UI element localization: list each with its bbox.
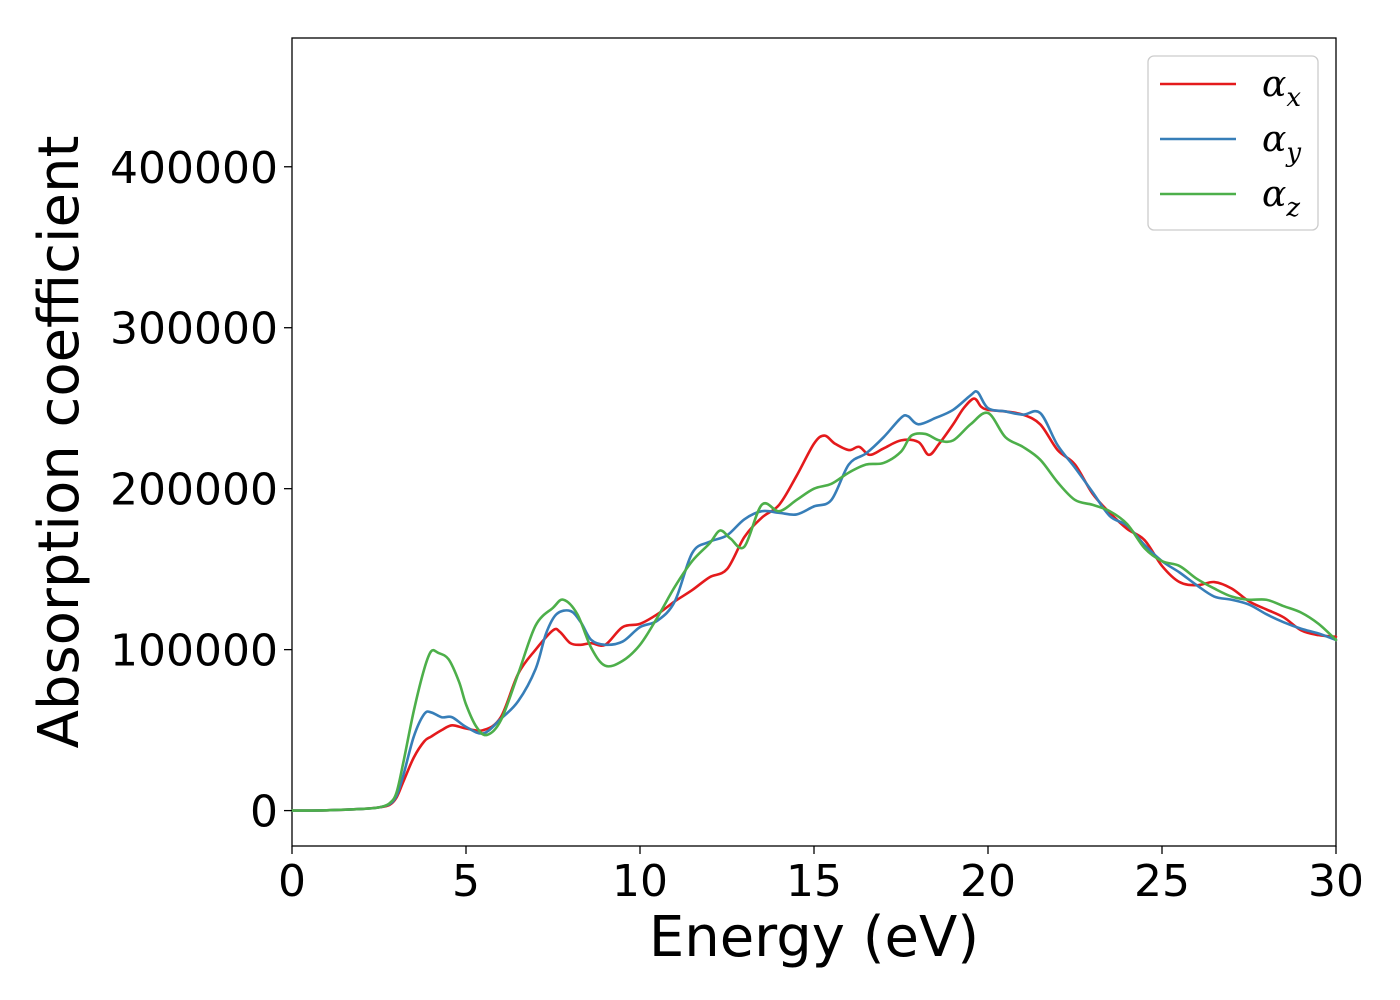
series-line-x — [290, 397, 1338, 812]
legend-label-z: αz — [1262, 174, 1300, 223]
y-tick-label: 300000 — [110, 304, 278, 355]
x-tick-label: 25 — [1134, 856, 1190, 907]
x-tick-label: 5 — [452, 856, 480, 907]
y-tick-label: 400000 — [110, 143, 278, 194]
y-tick-label: 100000 — [110, 626, 278, 677]
legend-symbol: α — [1262, 64, 1286, 105]
legend-label-y: αy — [1262, 119, 1301, 168]
legend-subscript: y — [1285, 138, 1301, 168]
series-layer — [290, 390, 1338, 812]
series-line-y — [290, 390, 1338, 812]
y-tick-label: 0 — [250, 787, 278, 838]
x-tick-label: 15 — [786, 856, 842, 907]
x-axis: 0 5 10 15 20 25 30 — [278, 846, 1364, 907]
legend-symbol: α — [1262, 174, 1286, 215]
x-axis-title: Energy (eV) — [649, 905, 979, 970]
legend-subscript: z — [1285, 193, 1300, 223]
x-tick-label: 30 — [1308, 856, 1364, 907]
legend-label-x: αx — [1262, 64, 1301, 113]
y-axis-title: Absorption coefficient — [27, 136, 92, 749]
legend-subscript: x — [1286, 83, 1301, 113]
legend-symbol: α — [1262, 119, 1286, 160]
y-axis: 0 100000 200000 300000 400000 — [110, 143, 292, 838]
x-tick-label: 10 — [612, 856, 668, 907]
x-tick-label: 20 — [960, 856, 1016, 907]
legend-box — [1147, 55, 1319, 231]
x-tick-label: 0 — [278, 856, 306, 907]
y-tick-label: 200000 — [110, 465, 278, 516]
series-line-z — [290, 411, 1338, 812]
